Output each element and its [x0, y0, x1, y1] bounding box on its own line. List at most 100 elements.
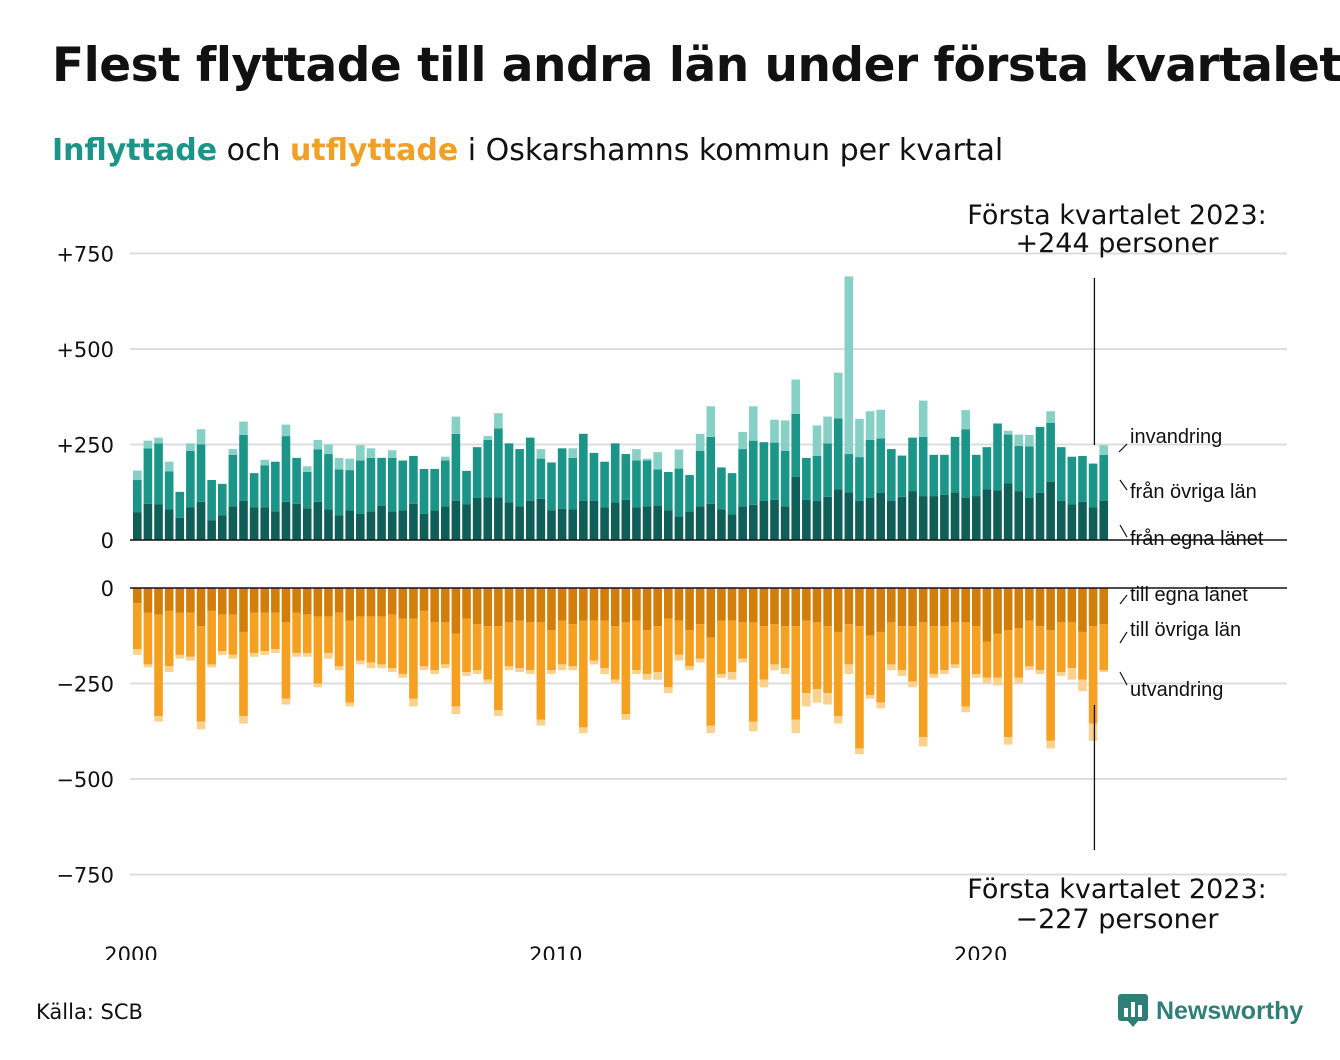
outflow-bar-c — [440, 664, 450, 669]
outflow-bar-c — [1088, 723, 1098, 741]
outflow-bar-a — [196, 588, 206, 627]
inflow-bar-a — [579, 500, 588, 540]
outflow-bar-c — [1078, 679, 1087, 692]
outflow-bar-b — [1014, 628, 1024, 678]
outflow-bar-a — [897, 588, 907, 627]
outflow-bar-a — [802, 588, 811, 621]
inflow-bar-b — [950, 436, 960, 493]
inflow-bar-a — [472, 497, 482, 540]
inflow-bar-b — [302, 472, 312, 509]
outflow-bar-c — [971, 673, 981, 678]
outflow-bar-a — [154, 588, 163, 615]
inflow-bar-b — [419, 468, 429, 515]
outflow-bar-a — [674, 588, 684, 621]
outflow-bar-a — [1078, 588, 1087, 632]
inflow-bar-b — [387, 457, 397, 512]
inflow-bar-c — [695, 433, 705, 451]
inflow-bar-b — [993, 423, 1002, 491]
inflow-bar-b — [1046, 422, 1055, 482]
outflow-bar-c — [770, 664, 779, 671]
inflow-bar-a — [228, 506, 238, 540]
inflow-bar-a — [685, 511, 694, 540]
inflow-bar-a — [717, 509, 726, 540]
outflow-bar-c — [579, 727, 588, 734]
outflow-bar-b — [313, 616, 323, 684]
outflow-bar-c — [292, 652, 301, 657]
inflow-bar-a — [249, 507, 259, 540]
inflow-bar-c — [1099, 445, 1109, 455]
inflow-bar-b — [164, 471, 174, 510]
outflow-bar-b — [1035, 626, 1045, 671]
inflow-bar-a — [440, 506, 450, 540]
outflow-bar-b — [1099, 624, 1109, 671]
inflow-bar-a — [334, 515, 344, 540]
outflow-bar-b — [1067, 622, 1077, 669]
inflow-bar-a — [642, 506, 652, 540]
inflow-bar-b — [568, 457, 578, 510]
inflow-bar-c — [653, 452, 662, 470]
outflow-bar-b — [833, 631, 843, 716]
inflow-bar-c — [568, 448, 578, 458]
outflow-bar-a — [695, 588, 705, 625]
outflow-bar-b — [855, 626, 864, 749]
outflow-bar-b — [377, 616, 386, 665]
inflow-bar-a — [462, 504, 471, 540]
inflow-bar-b — [281, 436, 291, 502]
callout-top-line1: Första kvartalet 2023: — [967, 200, 1266, 231]
newsworthy-brand[interactable]: Newsworthy — [1118, 994, 1303, 1028]
inflow-bar-a — [207, 520, 216, 540]
inflow-bar-b — [154, 443, 163, 505]
inflow-bar-c — [674, 449, 684, 469]
inflow-bar-a — [887, 500, 896, 540]
inflow-bar-b — [196, 444, 206, 502]
outflow-bar-b — [133, 603, 142, 650]
inflow-bar-a — [770, 499, 779, 540]
inflow-bar-c — [961, 410, 970, 430]
inflow-bar-a — [855, 501, 864, 540]
outflow-bar-b — [271, 612, 280, 650]
outflow-bar-a — [515, 588, 524, 621]
inflow-bar-b — [483, 439, 493, 498]
inflow-bar-b — [579, 433, 588, 501]
outflow-bar-a — [865, 588, 875, 636]
outflow-bar-c — [855, 748, 864, 755]
inflow-bar-a — [600, 507, 609, 540]
outflow-bar-c — [217, 651, 227, 655]
outflow-bar-b — [1056, 622, 1066, 673]
inflow-bar-a — [239, 500, 248, 540]
inflow-bar-c — [302, 466, 312, 472]
outflow-bar-a — [217, 588, 227, 615]
inflow-bar-a — [217, 515, 227, 540]
outflow-bar-a — [812, 588, 822, 623]
outflow-bar-c — [345, 702, 354, 707]
outflow-bar-a — [356, 588, 365, 617]
label-fran-ovriga-lan: från övriga län — [1130, 481, 1257, 503]
inflow-bar-b — [1003, 434, 1013, 484]
outflow-bar-b — [356, 616, 365, 661]
outflow-bar-c — [175, 654, 185, 659]
inflow-bar-c — [324, 444, 333, 455]
inflow-bar-a — [738, 506, 747, 540]
outflow-bar-a — [175, 588, 185, 613]
outflow-bar-c — [1025, 666, 1034, 671]
inflow-bar-c — [196, 429, 206, 445]
inflow-bar-a — [1099, 500, 1109, 540]
inflow-bar-c — [143, 440, 153, 449]
inflow-bar-c — [228, 449, 238, 455]
outflow-bar-b — [876, 631, 885, 703]
outflow-bar-a — [260, 588, 270, 613]
inflow-bar-b — [695, 450, 705, 507]
outflow-bar-b — [451, 633, 461, 707]
outflow-bar-b — [685, 630, 694, 667]
outflow-bar-a — [207, 588, 216, 611]
outflow-bar-a — [536, 588, 546, 623]
inflow-bar-a — [876, 493, 885, 540]
outflow-bar-c — [876, 702, 885, 709]
inflow-bar-a — [302, 508, 312, 540]
outflow-bar-a — [706, 588, 716, 638]
outflow-bar-b — [674, 620, 684, 655]
inflow-bar-c — [366, 448, 376, 458]
outflow-bar-c — [706, 725, 716, 734]
inflow-bar-b — [175, 491, 185, 518]
inflow-bar-a — [748, 504, 758, 540]
